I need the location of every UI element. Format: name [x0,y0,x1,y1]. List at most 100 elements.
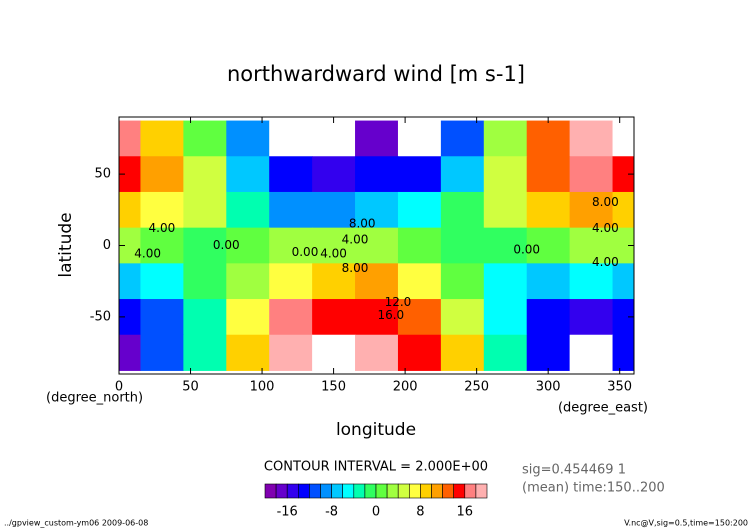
cell [312,191,356,229]
cell [440,191,485,229]
colorbar-tick-label: -16 [277,505,298,520]
cell [312,227,356,264]
cell [312,263,356,300]
cell [269,191,313,229]
cell [226,191,270,229]
x-tick-label: 200 [393,380,418,395]
cell [226,156,270,193]
cell [183,191,227,229]
cell [569,299,614,336]
cell [269,263,313,300]
contour-label: 4.00 [342,232,369,246]
cell [526,299,571,336]
cell [269,299,313,336]
cell [397,263,442,300]
cell [269,334,313,371]
cell [612,227,634,264]
colorbar-title: CONTOUR INTERVAL = 2.000E+00 [264,460,488,475]
cell [569,334,614,371]
colorbar-box [408,483,421,499]
cell [526,227,571,264]
x-tick-label: 100 [250,380,275,395]
cell [569,156,614,193]
cell [183,120,227,157]
cell [312,334,356,371]
contour-label: 8.00 [342,261,369,275]
cell [612,263,634,300]
cell [569,263,614,300]
cell [355,156,399,193]
cell [397,334,442,371]
contour-label: 4.00 [592,255,619,269]
cell [526,191,571,229]
contour-label: 8.00 [592,195,619,209]
cell [440,299,485,336]
contour-label: 8.00 [349,217,376,231]
cell [226,263,270,300]
colorbar-box [375,483,388,499]
contour-label: 0.00 [213,238,240,252]
contour-label: 16.0 [377,308,404,322]
contour-label: 4.00 [320,247,347,261]
colorbar-box [397,483,410,499]
cell [526,156,571,193]
cell [440,263,485,300]
colorbar-box [275,483,288,499]
cell [483,156,528,193]
cell [569,191,614,229]
cell [140,120,184,157]
x-tick-label: 50 [182,380,199,395]
cell [612,334,634,371]
cell [119,334,141,371]
info-line: (mean) time:150..200 [522,481,665,496]
cell [355,227,399,264]
footer-left: ../gpview_custom-ym06 2009-06-08 [4,519,148,528]
cell [483,299,528,336]
y-tick-label: 0 [103,238,111,253]
cell [483,120,528,157]
cell [140,191,184,229]
cell [119,156,141,193]
cell [526,120,571,157]
cell [397,299,442,336]
colorbar-box [309,483,321,499]
cell [355,191,399,229]
info-line: sig=0.454469 1 [522,463,626,478]
cell [440,120,485,157]
cell [397,191,442,229]
colorbar-box [353,483,366,499]
cell [119,263,141,300]
cell [269,156,313,193]
cell [226,120,270,157]
field [119,120,634,371]
cell [440,156,485,193]
contour-label: 0.00 [513,242,540,256]
cell [355,263,399,300]
colorbar-box [431,483,443,499]
contour-label: 4.00 [149,221,176,235]
cell [183,334,227,371]
colorbar-box [297,483,310,499]
cell [119,191,141,229]
cell [526,263,571,300]
cell [612,191,634,229]
colorbar-box [320,483,332,499]
cell [312,120,356,157]
x-tick-label: 350 [607,380,632,395]
cell [119,227,141,264]
colorbar-box [475,483,488,499]
cell [226,334,270,371]
cell [355,299,399,336]
x-tick-label: 0 [115,380,123,395]
cell [569,120,614,157]
cell [183,263,227,300]
cell [140,263,184,300]
cell [526,334,571,371]
colorbar-box [442,483,455,499]
cell [612,299,634,336]
cell [397,156,442,193]
cell [140,334,184,371]
x-tick-label: 300 [536,380,561,395]
colorbar-box [364,483,377,499]
